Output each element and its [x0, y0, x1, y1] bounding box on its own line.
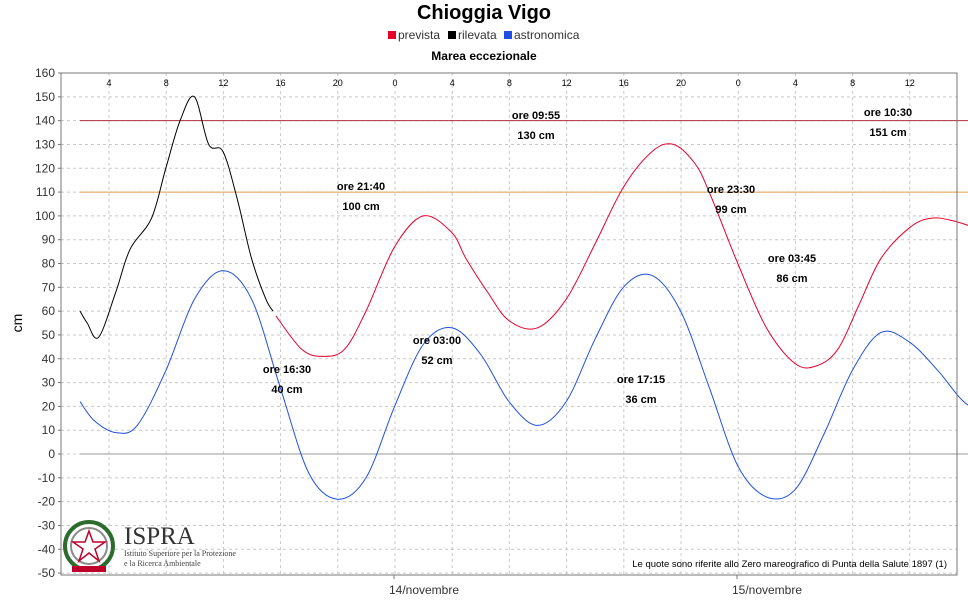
annotation-value: 100 cm: [342, 201, 380, 213]
logo-name: ISPRA: [124, 523, 195, 550]
series-lines: [79, 95, 968, 500]
annotation-time: ore 10:30: [864, 107, 912, 119]
footnote: Le quote sono riferite allo Zero mareogr…: [632, 559, 947, 570]
legend-label-astronomica: astronomica: [514, 28, 580, 42]
y-tick-label: -50: [38, 566, 56, 580]
y-axis-label: cm: [9, 314, 25, 333]
annotation-time: ore 21:40: [337, 181, 385, 193]
chart-subtitle: Marea eccezionale: [431, 49, 537, 63]
y-tick-label: 100: [35, 209, 55, 223]
ispra-logo: ISPRA Istituto Superiore per la Protezio…: [63, 520, 236, 572]
y-tick-label: 60: [42, 304, 56, 318]
annotation-time: ore 17:15: [617, 374, 665, 386]
annotation-value: 130 cm: [517, 130, 555, 142]
y-tick-label: 0: [48, 447, 55, 461]
hour-tick-label: 8: [164, 78, 169, 88]
y-tick-label: 10: [42, 423, 56, 437]
hour-tick-label: 12: [562, 78, 572, 88]
hour-tick-label: 12: [218, 78, 228, 88]
legend-swatch-prevista: [388, 31, 396, 39]
annotation-value: 99 cm: [715, 204, 746, 216]
hour-tick-label: 0: [736, 78, 741, 88]
chart-title: Chioggia Vigo: [417, 2, 551, 24]
annotation-value: 86 cm: [776, 273, 807, 285]
x-axis: 14/novembre 15/novembre: [389, 575, 802, 597]
annotation-time: ore 16:30: [263, 364, 311, 376]
annotations: ore 16:30 40 cm ore 21:40 100 cm ore 03:00 52…: [263, 107, 912, 406]
hour-tick-label: 4: [106, 78, 111, 88]
threshold-lines: [80, 120, 968, 455]
hour-tick-label: 4: [793, 78, 798, 88]
logo-line2: e la Ricerca Ambientale: [124, 559, 201, 568]
y-tick-label: 30: [42, 376, 56, 390]
annotation-time: ore 09:55: [512, 110, 560, 122]
y-tick-label: 40: [42, 352, 56, 366]
y-tick-label: 120: [35, 161, 55, 175]
plot-frame: [60, 72, 958, 576]
annotation-value: 52 cm: [421, 355, 452, 367]
hour-tick-label: 16: [619, 78, 629, 88]
y-tick-label: 130: [35, 137, 55, 151]
annotation-time: ore 03:45: [768, 253, 816, 265]
hour-tick-label: 0: [392, 78, 397, 88]
y-tick-label: 70: [42, 280, 56, 294]
hour-tick-label: 20: [333, 78, 343, 88]
series-line-astronomica: [79, 270, 968, 500]
logo-line1: Istituto Superiore per la Protezione: [124, 549, 236, 558]
hour-tick-label: 8: [507, 78, 512, 88]
legend-swatch-astronomica: [504, 31, 512, 39]
legend-label-rilevata: rilevata: [458, 28, 497, 42]
legend: prevista rilevata astronomica: [388, 28, 580, 42]
annotation-value: 36 cm: [625, 394, 656, 406]
y-tick-label: 50: [42, 328, 56, 342]
annotation-time: ore 03:00: [413, 335, 461, 347]
date-label-14: 14/novembre: [389, 583, 459, 597]
hour-tick-label: 4: [450, 78, 455, 88]
legend-label-prevista: prevista: [398, 28, 440, 42]
series-line-prevista: [275, 143, 968, 369]
annotation-value: 151 cm: [869, 127, 907, 139]
y-tick-label: 20: [42, 399, 56, 413]
y-tick-label: -10: [38, 471, 56, 485]
y-tick-label: 140: [35, 114, 55, 128]
y-tick-label: 90: [42, 233, 56, 247]
legend-swatch-rilevata: [448, 31, 456, 39]
y-tick-label: -40: [38, 542, 56, 556]
y-axis-ticks: 1601501401301201101009080706050403020100…: [35, 66, 61, 580]
grid: [61, 72, 957, 575]
annotation-time: ore 23:30: [707, 184, 755, 196]
top-hour-ticks: 4 8 12 16 20 0 4 8 12 16 20 0 4 8 12: [106, 78, 914, 88]
emblem-star-icon: [70, 528, 108, 564]
emblem-ribbon: [72, 566, 106, 572]
hour-tick-label: 16: [276, 78, 286, 88]
y-tick-label: 150: [35, 90, 55, 104]
date-label-15: 15/novembre: [732, 583, 802, 597]
y-tick-label: 80: [42, 257, 56, 271]
y-tick-label: 160: [35, 66, 55, 80]
hour-tick-label: 12: [905, 78, 915, 88]
emblem-gear: [70, 527, 108, 565]
y-tick-label: 110: [36, 185, 55, 199]
series-line-rilevata: [79, 95, 274, 339]
hour-tick-label: 8: [850, 78, 855, 88]
y-tick-label: -20: [38, 495, 56, 509]
y-tick-label: -30: [38, 518, 56, 532]
annotation-value: 40 cm: [271, 384, 302, 396]
hour-tick-label: 20: [676, 78, 686, 88]
